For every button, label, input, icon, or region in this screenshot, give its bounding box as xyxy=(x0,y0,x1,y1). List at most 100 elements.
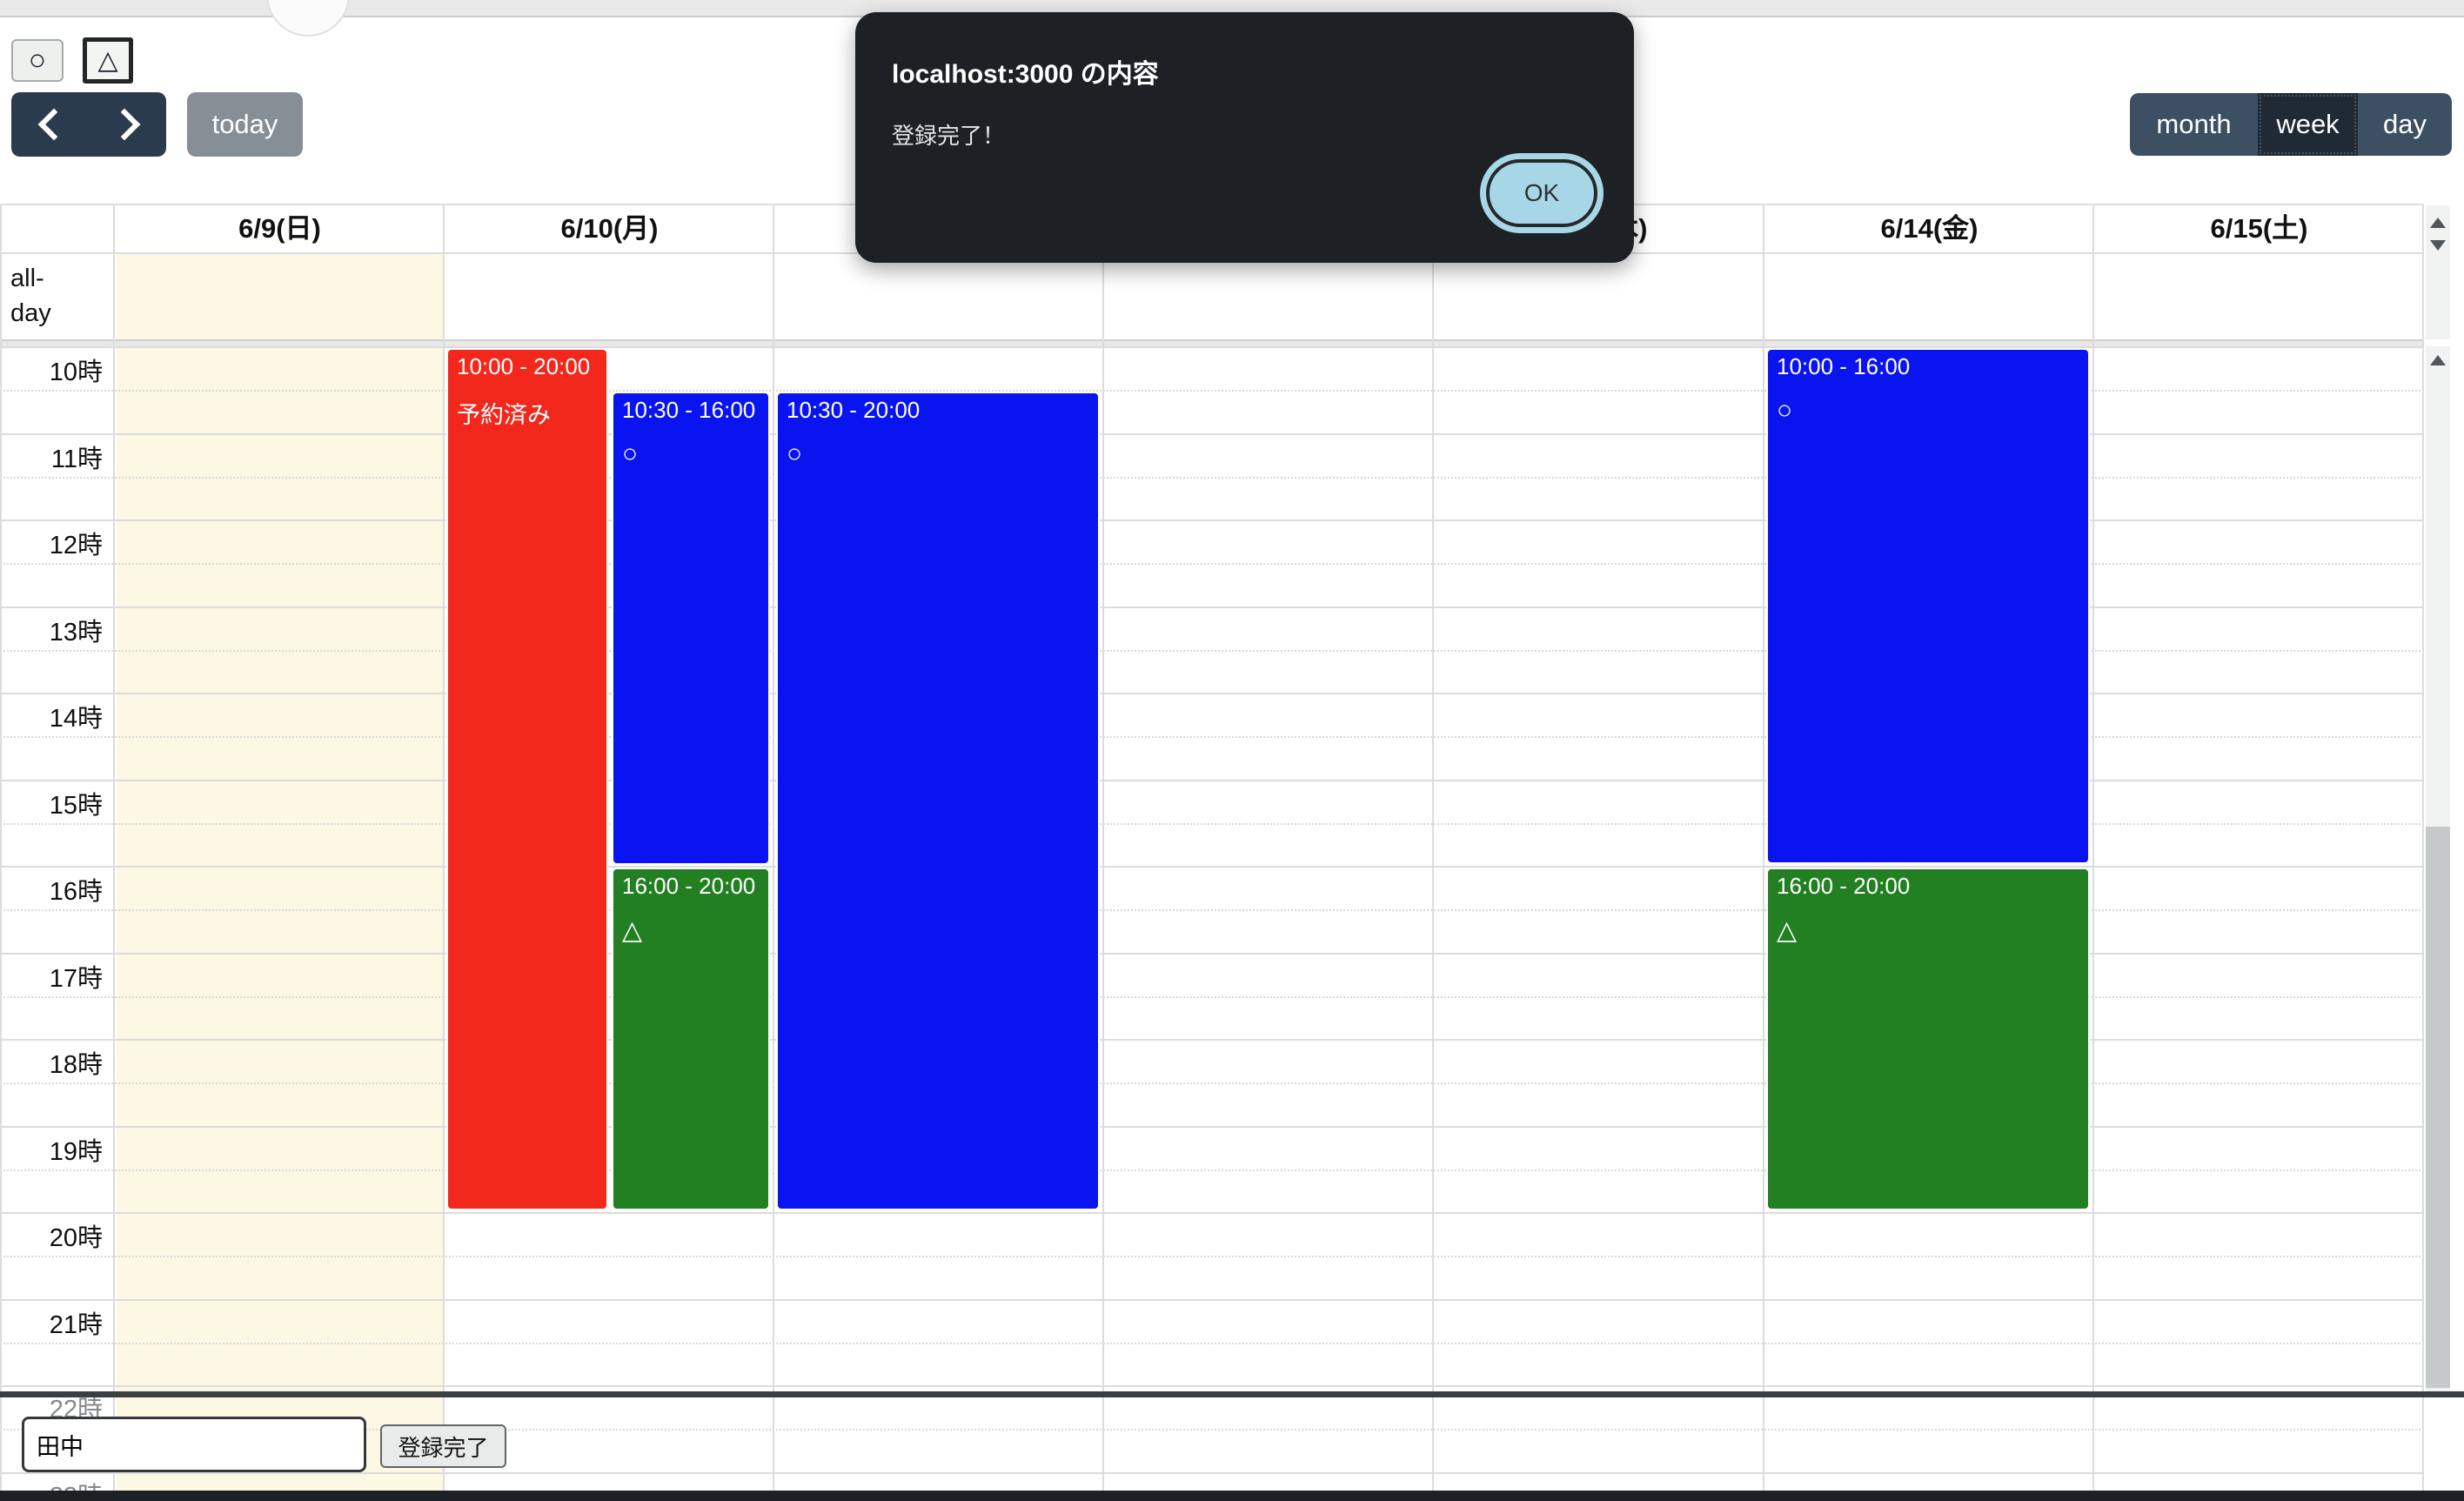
grid-right-border xyxy=(2422,204,2424,1491)
event-triangle-fri-pm[interactable]: 16:00 - 20:00 △ xyxy=(1766,868,2090,1210)
event-title: △ xyxy=(1777,916,1798,945)
half-hour-line xyxy=(0,1429,2424,1431)
circle-shape-button[interactable]: ○ xyxy=(11,39,64,82)
column-border xyxy=(1432,204,1434,1491)
browser-alert-dialog: localhost:3000 の内容 登録完了！ OK xyxy=(855,12,1634,263)
event-time: 10:30 - 16:00 xyxy=(622,397,756,423)
event-time: 10:30 - 20:00 xyxy=(787,397,921,423)
time-label-14: 14時 xyxy=(49,705,103,733)
day-header-sat: 6/15(土) xyxy=(2210,213,2308,244)
hour-line xyxy=(0,1039,2424,1041)
half-hour-line xyxy=(0,650,2424,652)
triangle-shape-button[interactable]: △ xyxy=(83,37,133,84)
event-time: 16:00 - 20:00 xyxy=(622,873,756,899)
prev-next-button-group xyxy=(11,92,166,157)
half-hour-line xyxy=(0,736,2424,738)
event-triangle-mon-pm[interactable]: 16:00 - 20:00 △ xyxy=(612,868,770,1210)
chevron-right-icon xyxy=(108,108,140,141)
hour-line xyxy=(0,1385,2424,1387)
hour-line xyxy=(0,1299,2424,1301)
time-label-15: 15時 xyxy=(49,792,103,820)
sunday-column-background[interactable] xyxy=(117,346,445,1491)
register-complete-button[interactable]: 登録完了 xyxy=(380,1424,506,1468)
day-header-mon: 6/10(月) xyxy=(560,213,659,244)
half-hour-line xyxy=(0,563,2424,565)
time-label-13: 13時 xyxy=(49,619,103,647)
view-switcher: month week day xyxy=(2130,93,2452,156)
view-day-button[interactable]: day xyxy=(2358,93,2452,156)
event-time: 16:00 - 20:00 xyxy=(1777,873,1911,899)
hour-line xyxy=(0,693,2424,694)
time-label-16: 16時 xyxy=(49,878,103,906)
hour-line xyxy=(0,1126,2424,1128)
half-hour-line xyxy=(0,390,2424,392)
browser-edge-decoration xyxy=(266,0,350,37)
calendar-bottom-border xyxy=(0,1391,2464,1397)
day-header-fri: 6/14(金) xyxy=(1880,213,1979,244)
name-input[interactable] xyxy=(22,1417,366,1472)
scroll-up-icon[interactable] xyxy=(2430,355,2446,365)
column-border xyxy=(113,204,115,1491)
hour-line xyxy=(0,866,2424,868)
view-month-button[interactable]: month xyxy=(2130,93,2258,156)
half-hour-line xyxy=(0,477,2424,479)
allday-scrollbar[interactable] xyxy=(2426,205,2450,339)
time-label-20: 20時 xyxy=(49,1224,103,1252)
column-border xyxy=(1102,204,1104,1491)
event-reserved[interactable]: 10:00 - 20:00 予約済み xyxy=(446,348,608,1210)
time-label-11: 11時 xyxy=(50,446,103,473)
hour-line xyxy=(0,953,2424,955)
hour-line xyxy=(0,606,2424,608)
day-header-sun: 6/9(日) xyxy=(238,213,321,244)
event-title: ○ xyxy=(787,439,803,468)
half-hour-line xyxy=(0,1169,2424,1171)
scroll-down-icon[interactable] xyxy=(2430,240,2446,251)
hour-line xyxy=(0,1472,2424,1474)
event-time: 10:00 - 20:00 xyxy=(457,353,591,379)
dialog-ok-button[interactable]: OK xyxy=(1486,159,1597,227)
window-bottom-bar xyxy=(0,1491,2464,1501)
chevron-left-icon xyxy=(37,108,70,141)
time-label-17: 17時 xyxy=(49,965,103,993)
event-circle-mon-am[interactable]: 10:30 - 16:00 ○ xyxy=(612,392,770,865)
scroll-up-icon[interactable] xyxy=(2430,218,2446,228)
event-circle-tue[interactable]: 10:30 - 20:00 ○ xyxy=(776,392,1100,1210)
all-day-label: all-day xyxy=(10,265,51,327)
column-border xyxy=(2092,204,2094,1491)
dialog-message: 登録完了！ xyxy=(892,123,1006,149)
grid-left-border xyxy=(0,204,2,1491)
event-circle-fri-am[interactable]: 10:00 - 16:00 ○ xyxy=(1766,348,2090,864)
event-title: ○ xyxy=(622,439,639,468)
column-border xyxy=(773,204,774,1491)
event-time: 10:00 - 16:00 xyxy=(1777,353,1911,379)
event-title: 予約済み xyxy=(457,402,551,428)
event-title: △ xyxy=(622,916,643,945)
today-button[interactable]: today xyxy=(187,92,303,157)
hour-line xyxy=(0,780,2424,781)
prev-button[interactable] xyxy=(11,92,89,157)
event-title: ○ xyxy=(1777,396,1793,425)
scrollbar-thumb[interactable] xyxy=(2426,827,2450,1388)
column-border xyxy=(1763,204,1764,1491)
time-label-10: 10時 xyxy=(49,358,103,386)
half-hour-line xyxy=(0,1256,2424,1257)
time-label-19: 19時 xyxy=(49,1138,103,1166)
half-hour-line xyxy=(0,909,2424,911)
time-label-21: 21時 xyxy=(49,1311,103,1339)
column-border xyxy=(443,204,445,1491)
half-hour-line xyxy=(0,1082,2424,1084)
view-week-button[interactable]: week xyxy=(2258,93,2358,156)
hour-line xyxy=(0,346,2424,348)
next-button[interactable] xyxy=(89,92,166,157)
hour-line xyxy=(0,1212,2424,1214)
all-day-cell-sunday[interactable] xyxy=(117,254,445,339)
half-hour-line xyxy=(0,823,2424,825)
hour-line xyxy=(0,433,2424,435)
hour-line xyxy=(0,519,2424,521)
dialog-title: localhost:3000 の内容 xyxy=(892,60,1159,89)
time-label-18: 18時 xyxy=(49,1051,103,1079)
time-label-12: 12時 xyxy=(49,532,103,560)
half-hour-line xyxy=(0,1343,2424,1344)
timegrid-scrollbar[interactable] xyxy=(2426,346,2450,1391)
